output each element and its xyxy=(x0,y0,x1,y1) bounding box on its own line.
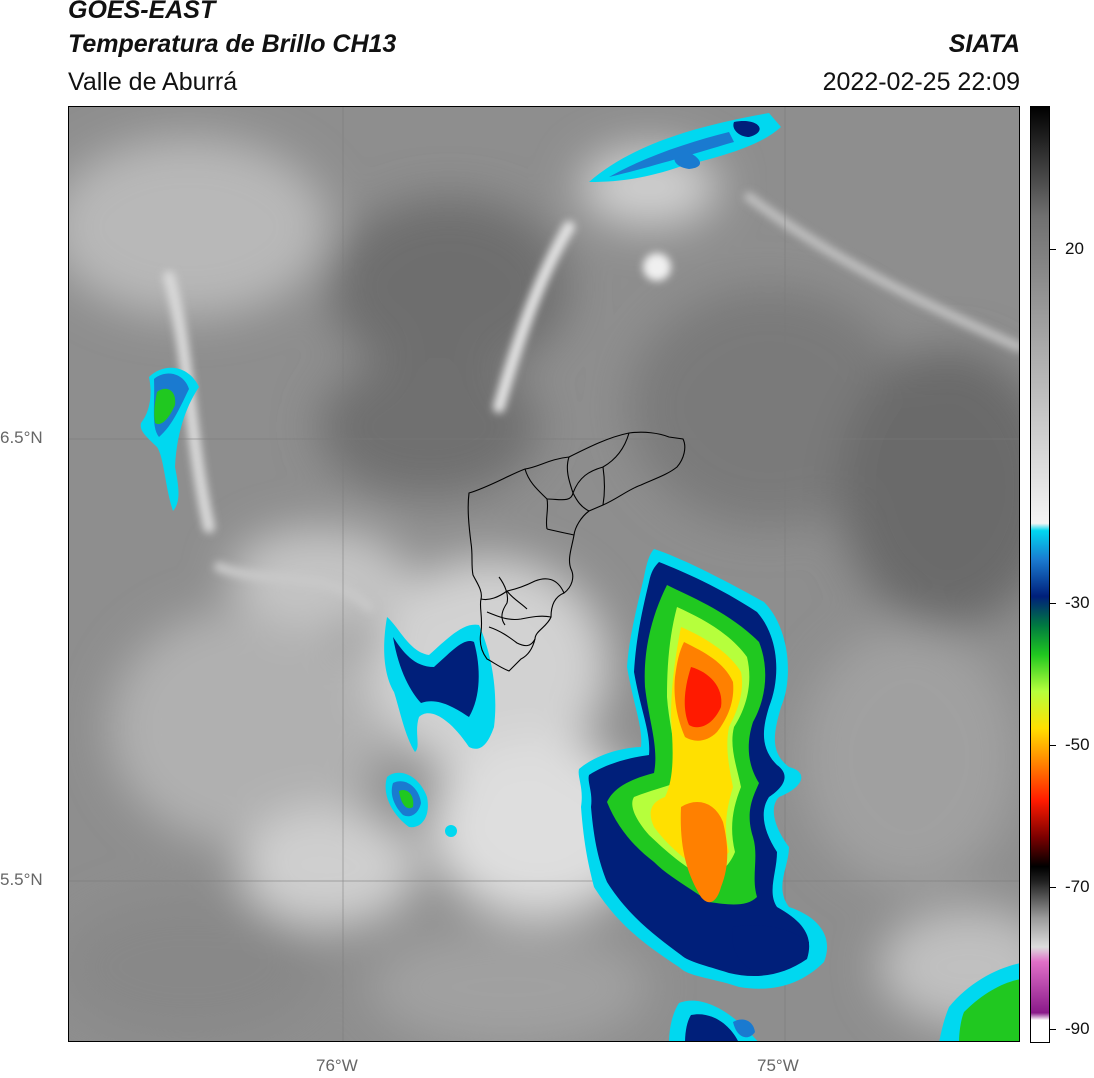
title-timestamp: 2022-02-25 22:09 xyxy=(822,68,1020,96)
colorbar-tick-20 xyxy=(1050,249,1056,250)
colorbar-gradient xyxy=(1031,107,1049,1042)
convective-storm xyxy=(578,549,828,989)
lon-label-75w: 75°W xyxy=(757,1056,799,1075)
title-channel: Temperatura de Brillo CH13 xyxy=(68,30,397,58)
cold-cloud-top-north xyxy=(589,113,781,182)
colorbar-tick-minus-30 xyxy=(1050,603,1056,604)
cold-cloud-top-southeast xyxy=(669,963,1019,1041)
satellite-map[interactable] xyxy=(68,106,1020,1042)
cold-cloud-top-west xyxy=(140,367,199,511)
colorbar-fill xyxy=(1031,107,1049,1042)
lon-label-76w: 76°W xyxy=(316,1056,358,1075)
title-product: GOES-EAST xyxy=(68,0,216,24)
colorbar-label-minus-70: -70 xyxy=(1065,877,1090,896)
colorbar xyxy=(1030,106,1050,1043)
title-org: SIATA xyxy=(948,30,1020,58)
colorbar-label-minus-50: -50 xyxy=(1065,735,1090,754)
municipal-boundaries xyxy=(467,431,686,672)
colorbar-tick-minus-90 xyxy=(1050,1029,1056,1030)
lat-label-6-5n: 6.5°N xyxy=(0,428,43,447)
colorbar-tick-minus-50 xyxy=(1050,745,1056,746)
lat-label-5-5n: 5.5°N xyxy=(0,870,43,889)
cloud-texture xyxy=(69,137,1019,1041)
title-region: Valle de Aburrá xyxy=(68,68,238,96)
graticule xyxy=(69,107,1019,1041)
cold-cloud-top-central xyxy=(384,617,496,752)
colorbar-label-minus-90: -90 xyxy=(1065,1019,1090,1038)
colorbar-label-minus-30: -30 xyxy=(1065,593,1090,612)
colorbar-tick-minus-70 xyxy=(1050,887,1056,888)
colorbar-label-20: 20 xyxy=(1065,239,1084,258)
cold-cloud-top-south-small xyxy=(385,772,457,837)
